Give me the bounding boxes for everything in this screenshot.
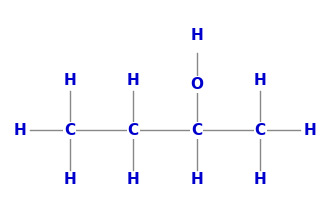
- Text: H: H: [190, 172, 203, 187]
- Text: H: H: [127, 172, 140, 187]
- Text: H: H: [190, 28, 203, 43]
- Text: C: C: [255, 123, 266, 138]
- Text: C: C: [191, 123, 202, 138]
- Text: H: H: [254, 73, 267, 88]
- Text: C: C: [64, 123, 75, 138]
- Text: H: H: [63, 172, 76, 187]
- Text: O: O: [190, 77, 203, 92]
- Text: H: H: [127, 73, 140, 88]
- Text: H: H: [14, 123, 27, 138]
- Text: H: H: [303, 123, 316, 138]
- Text: H: H: [63, 73, 76, 88]
- Text: H: H: [254, 172, 267, 187]
- Text: C: C: [128, 123, 139, 138]
